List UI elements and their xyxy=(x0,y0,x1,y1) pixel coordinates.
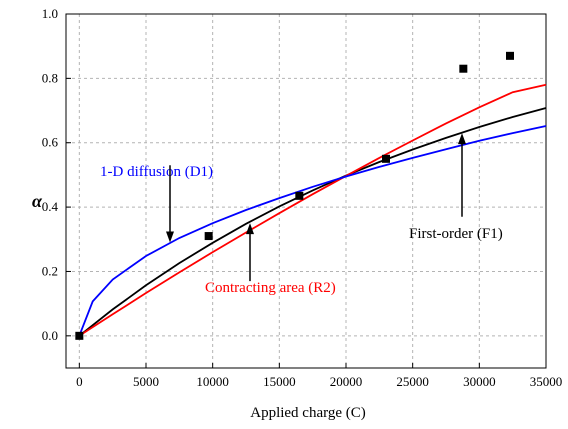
y-tick-label: 1.0 xyxy=(42,6,58,21)
annotation-arrow-1 xyxy=(166,165,174,243)
axis-ticks: 0 5000 10000 15000 20000 25000 30000 35000 0.0 0.… xyxy=(42,6,563,389)
series-line-1 xyxy=(78,107,547,337)
annotation-arrow-3 xyxy=(458,133,466,217)
y-tick-label: 0.4 xyxy=(42,199,59,214)
x-tick-label: 20000 xyxy=(330,374,363,389)
y-tick-label: 0.6 xyxy=(42,135,59,150)
x-tick-label: 5000 xyxy=(133,374,159,389)
annotations: 1-D diffusion (D1) Contracting area (R2)… xyxy=(100,133,503,296)
data-point xyxy=(506,51,514,60)
annotation-r2-label: Contracting area (R2) xyxy=(205,280,336,296)
data-point xyxy=(295,191,304,200)
x-axis-label: Applied charge (C) xyxy=(250,405,366,421)
annotation-arrow-2 xyxy=(246,223,254,282)
plot-frame xyxy=(65,13,547,369)
y-tick-label: 0.0 xyxy=(42,328,58,343)
data-point xyxy=(382,154,390,163)
y-tick-label: 0.2 xyxy=(42,263,58,278)
fit-lines xyxy=(78,83,547,337)
x-tick-label: 35000 xyxy=(530,374,563,389)
x-tick-label: 15000 xyxy=(263,374,296,389)
series-line-2 xyxy=(78,83,547,337)
x-tick-label: 25000 xyxy=(396,374,429,389)
data-points xyxy=(75,51,514,340)
y-tick-label: 0.8 xyxy=(42,70,58,85)
data-point xyxy=(75,331,84,340)
annotation-f1-label: First-order (F1) xyxy=(409,226,503,242)
x-tick-label: 10000 xyxy=(196,374,229,389)
data-point xyxy=(459,64,468,73)
y-axis-label: α xyxy=(32,191,43,211)
annotation-d1-label: 1-D diffusion (D1) xyxy=(100,164,213,180)
x-tick-label: 30000 xyxy=(463,374,496,389)
gridlines xyxy=(66,13,547,368)
x-tick-label: 0 xyxy=(76,374,83,389)
data-point xyxy=(204,232,213,241)
